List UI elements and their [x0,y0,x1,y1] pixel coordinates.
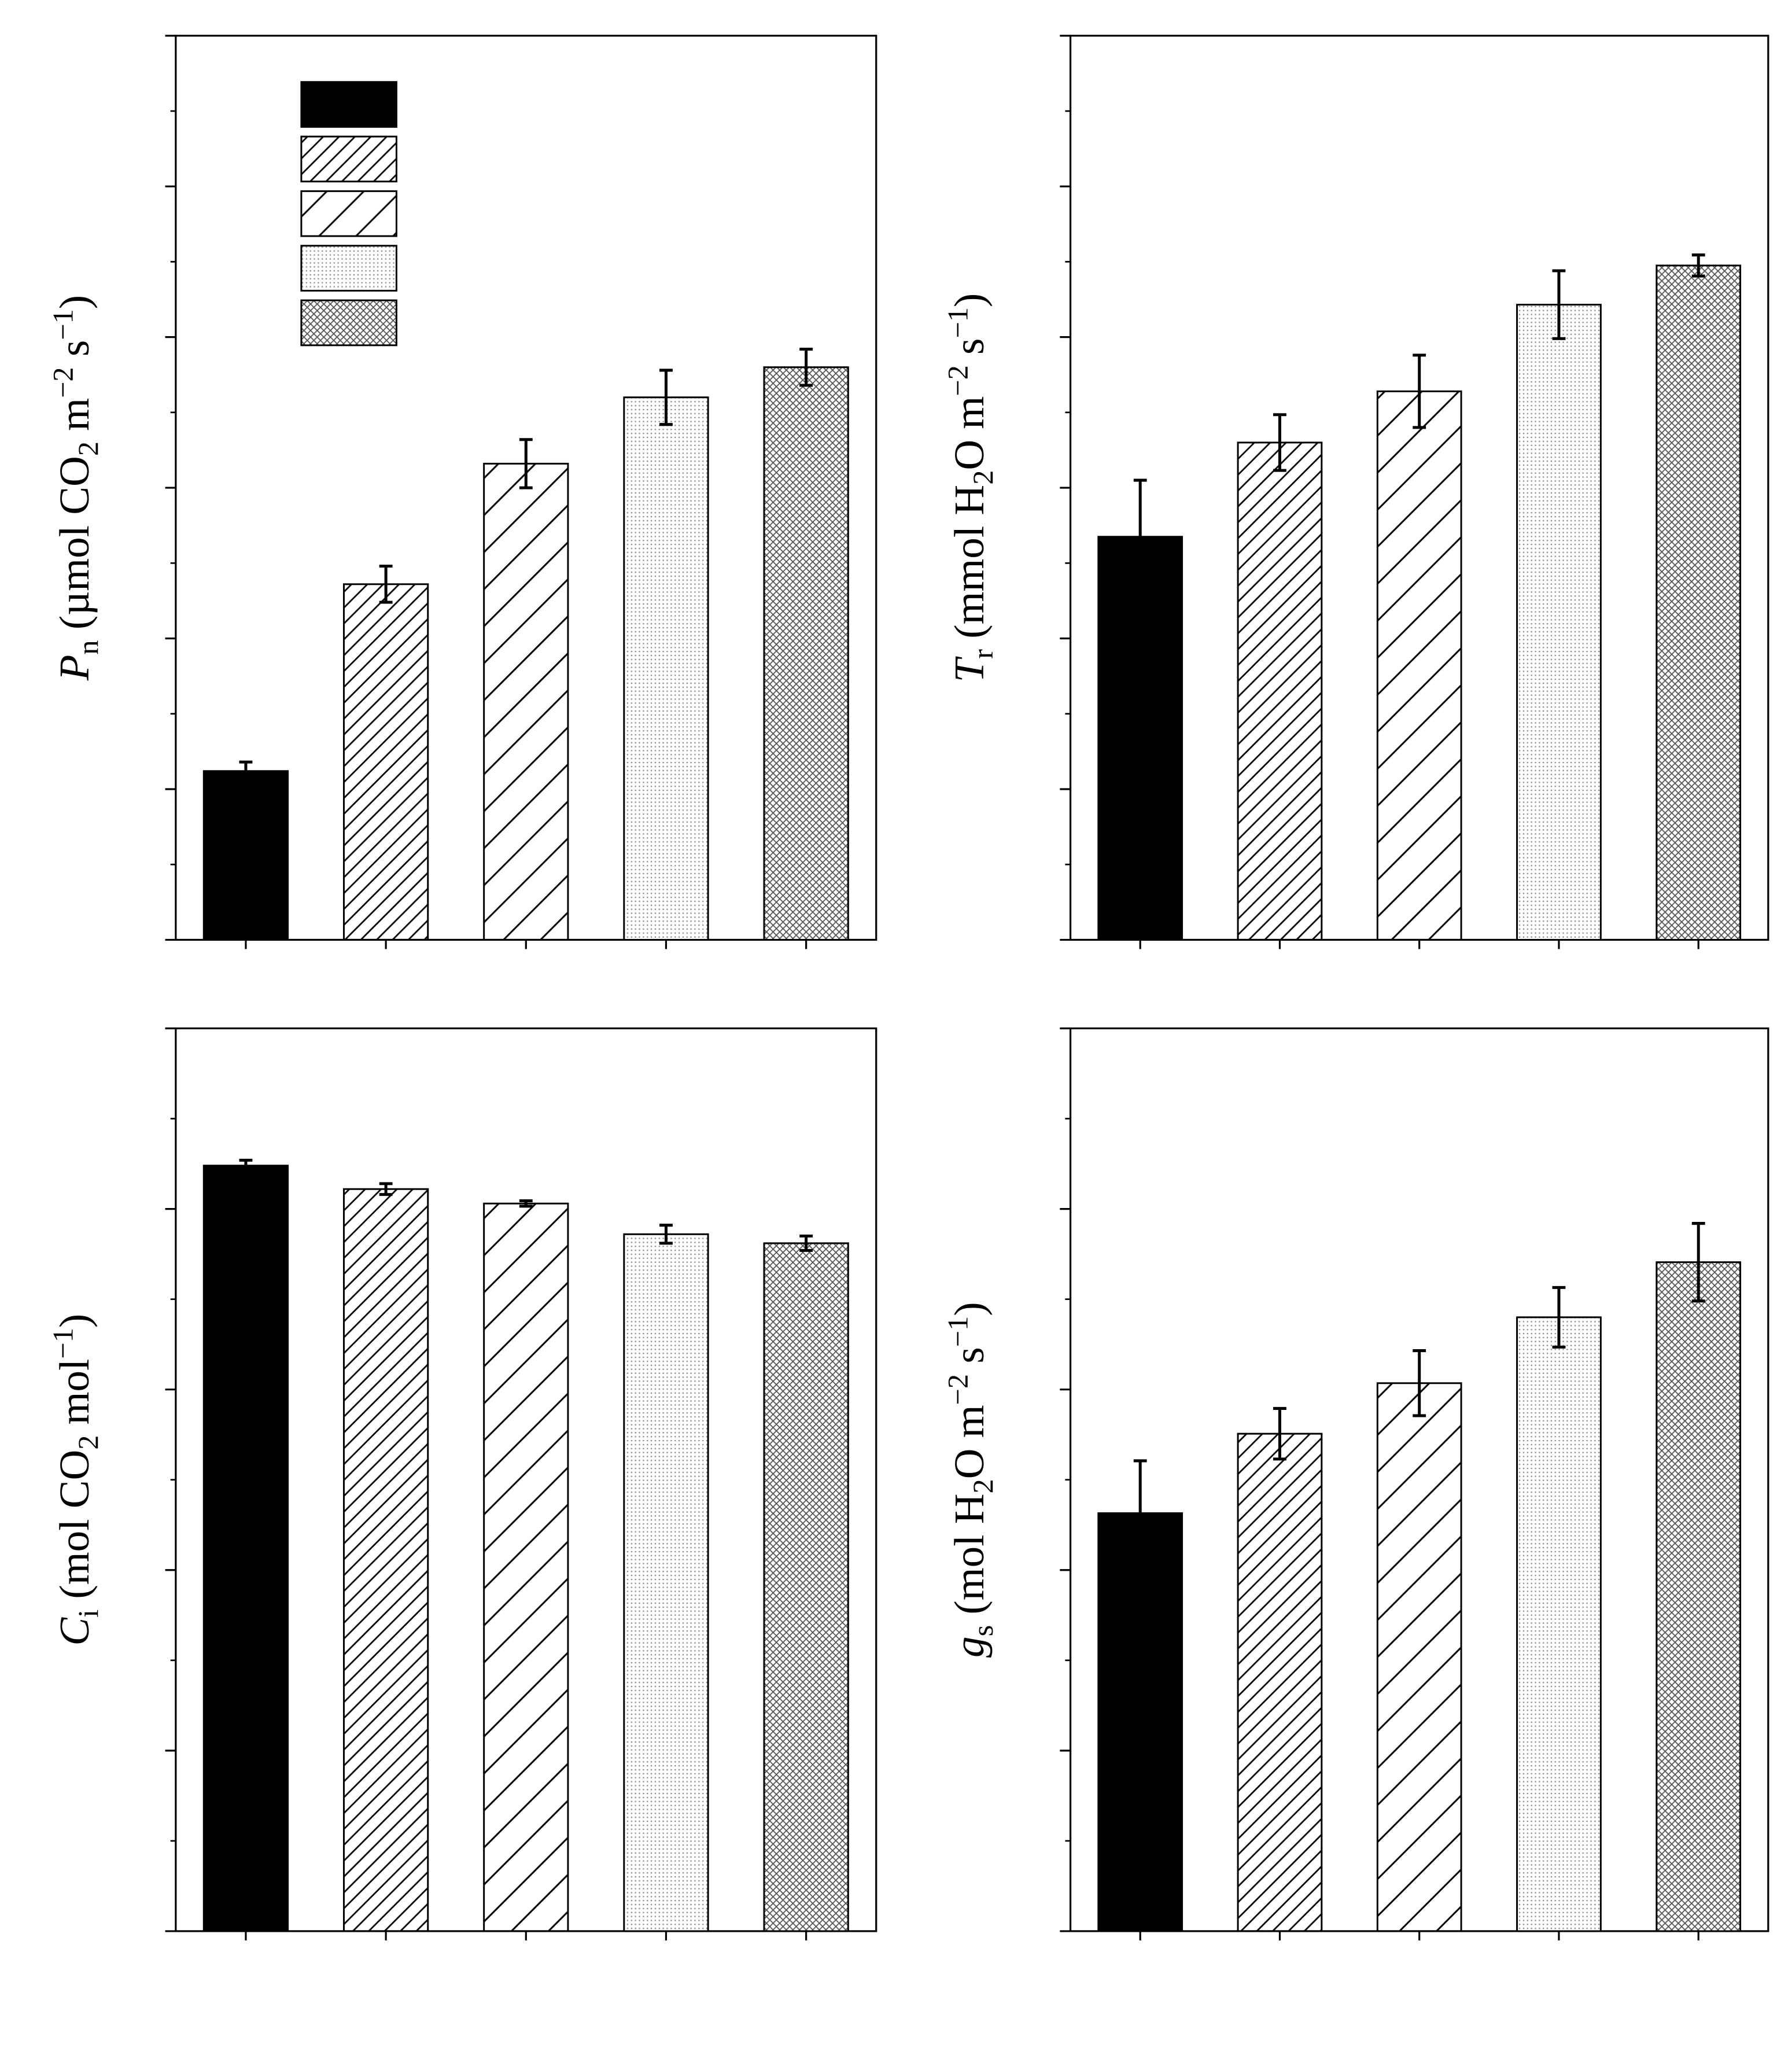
y-axis-title: gs (mol H2O m−2 s−1) [941,1302,998,1658]
error-bar [1552,269,1566,340]
bar-l300 [1376,1382,1462,1932]
panel-b: Tr (mmol H2O m−2 s−1) [941,35,1769,949]
bar-l500 [1655,1261,1742,1932]
bar-l400 [1516,304,1602,941]
bar-l100 [1097,536,1183,941]
panel-c: Ci (mol CO2 mol−1) [47,1027,877,1940]
panel-a: Pn (µmol CO2 m−2 s−1) [47,35,877,949]
error-bar [1691,1222,1705,1303]
error-bar [1133,1459,1147,1567]
bar-l500 [763,1242,849,1932]
error-bar [1552,1286,1566,1349]
error-bar [519,438,533,489]
error-bar [1273,1406,1286,1461]
bar-l400 [623,1233,709,1932]
error-bar [379,564,393,604]
error-bar [1133,478,1147,595]
legend [300,81,397,347]
bar-l300 [483,1202,569,1932]
legend-swatch [300,135,397,183]
legend-swatch [300,190,397,237]
bar-l100 [1097,1512,1183,1932]
bar-l200 [1237,441,1323,941]
bar-l200 [1237,1432,1323,1932]
error-bar [519,1199,533,1208]
error-bar [1273,413,1286,472]
error-bar [659,1224,673,1245]
bar-l300 [1376,390,1462,941]
error-bar [1413,1349,1426,1417]
bar-l100 [202,1165,289,1932]
legend-swatch [300,299,397,347]
bar-l200 [342,583,429,941]
error-bar [1691,253,1705,278]
error-bar [799,347,813,387]
error-bar [1413,353,1426,429]
legend-swatch [300,245,397,292]
legend-swatch [300,81,397,128]
bar-l400 [1516,1316,1602,1932]
y-axis-title: Pn (µmol CO2 m−2 s−1) [47,295,104,681]
bar-l500 [763,366,849,941]
bar-l100 [202,770,289,941]
error-bar [239,760,253,782]
panel-d: gs (mol H2O m−2 s−1) [941,1027,1769,1940]
bar-l500 [1655,264,1742,941]
error-bar [379,1182,393,1196]
error-bar [239,1158,253,1173]
bar-l400 [623,396,709,941]
y-axis-title: Ci (mol CO2 mol−1) [47,1314,104,1646]
bar-l300 [483,462,569,941]
y-axis-title: Tr (mmol H2O m−2 s−1) [941,293,998,683]
bar-l200 [342,1188,429,1932]
error-bar [799,1234,813,1252]
error-bar [659,369,673,426]
